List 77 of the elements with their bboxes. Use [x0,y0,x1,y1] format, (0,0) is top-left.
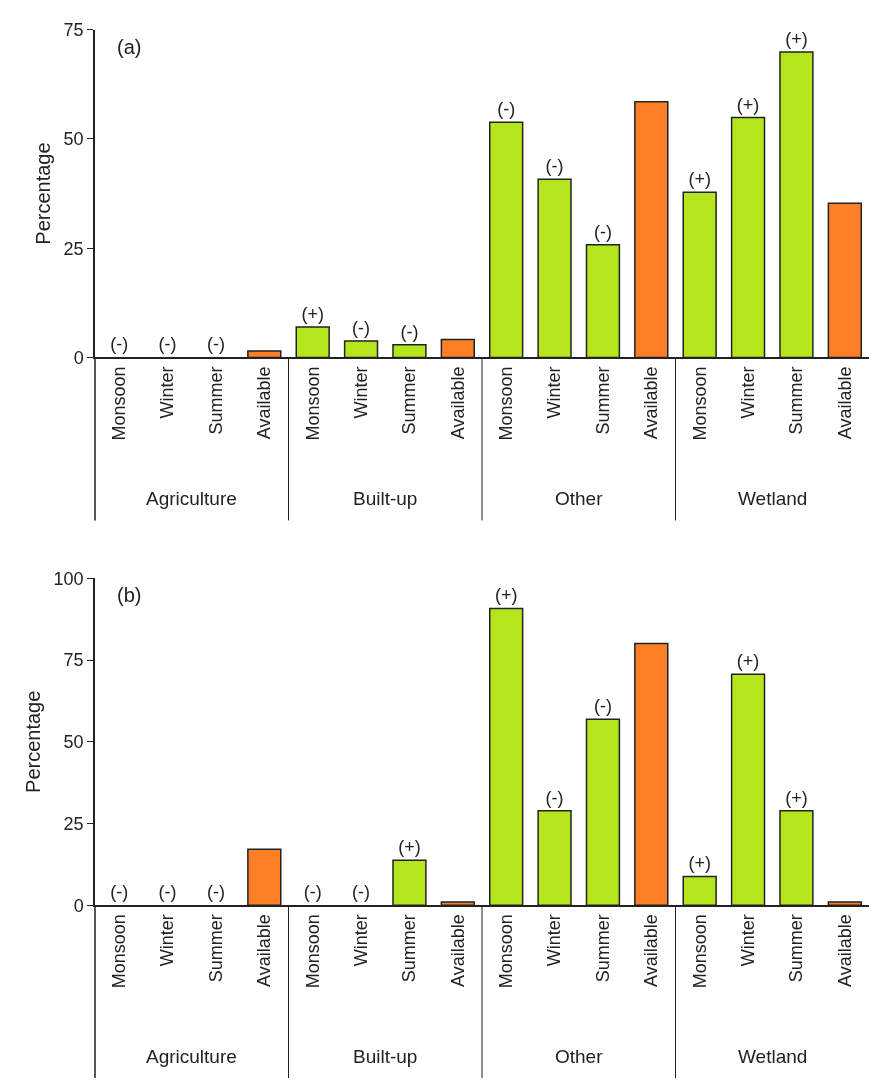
x-tick-label: Available [834,914,855,987]
data-label: (-) [400,321,419,342]
y-tick-label: 0 [73,347,84,368]
x-tick-label: Summer [205,914,226,983]
x-tick-label: Available [834,366,855,440]
data-label: (+) [398,837,421,858]
data-label: (-) [206,882,225,903]
x-tick-label: Winter [157,914,178,967]
data-label: (+) [494,585,518,606]
y-tick-label: 75 [63,650,84,671]
x-tick-label: Winter [737,914,758,967]
chart-title: (a) [117,36,142,58]
data-label: (+) [785,787,808,808]
x-tick-label: Available [641,914,662,987]
chart-title: (b) [117,584,142,606]
data-label: (+) [688,853,711,874]
x-tick-label: Summer [786,366,807,435]
text: Built-up [353,1046,418,1067]
data-label: (-) [593,221,612,242]
y-tick-label: 50 [63,129,84,150]
data-label: (-) [206,334,225,355]
y-tick-label: 25 [63,238,84,259]
data-label: (-) [545,156,564,177]
x-tick-label: Available [447,914,468,987]
data-label: (-) [158,334,177,355]
x-tick-label: Winter [157,366,178,419]
x-tick-label: Winter [737,366,758,419]
data-label: (+) [688,169,711,190]
data-label: (-) [352,317,371,338]
data-label: (+) [301,303,324,324]
x-tick-label: Summer [205,366,226,435]
x-tick-label: Available [447,366,468,440]
y-tick-label: 50 [63,732,84,753]
x-tick-label: Monsoon [496,366,517,441]
data-label: (-) [545,787,564,808]
x-tick-label: Available [641,366,662,440]
x-tick-label: Monsoon [689,366,710,441]
data-label: (+) [736,651,760,672]
data-label: (+) [736,94,760,115]
y-tick-label: 100 [53,568,84,589]
data-label: (-) [303,882,322,903]
y-tick-label: 0 [73,895,84,916]
text: Agriculture [146,1046,237,1067]
x-tick-label: Winter [350,914,371,967]
x-tick-label: Monsoon [496,914,517,989]
x-tick-label: Winter [350,366,371,419]
data-label: (-) [110,334,129,355]
x-tick-label: Winter [544,366,565,419]
data-label: (-) [158,882,177,903]
x-tick-label: Monsoon [689,914,710,989]
y-axis-title: Percentage [21,690,44,793]
x-tick-label: Monsoon [109,914,130,989]
x-tick-label: Summer [592,366,613,435]
text: Wetland [738,1046,808,1067]
data-label: (+) [785,28,808,49]
text: Wetland [738,488,808,509]
data-label: (-) [497,99,516,120]
text: Other [555,1046,604,1067]
data-label: (-) [593,696,612,717]
x-tick-label: Summer [399,366,420,435]
text: Agriculture [146,488,237,509]
x-tick-label: Monsoon [302,366,323,441]
x-tick-label: Monsoon [302,914,323,989]
text: Built-up [353,488,418,509]
y-tick-label: 25 [63,813,84,834]
x-tick-label: Available [254,366,275,440]
data-label: (-) [110,882,129,903]
data-label: (-) [352,882,371,903]
x-tick-label: Monsoon [109,366,130,441]
x-tick-label: Available [254,914,275,987]
x-tick-label: Summer [786,914,807,983]
x-tick-label: Winter [544,914,565,967]
y-tick-label: 75 [63,19,84,40]
text: Other [555,488,604,509]
y-axis-title: Percentage [31,142,54,245]
x-tick-label: Summer [399,914,420,983]
x-tick-label: Summer [592,914,613,983]
